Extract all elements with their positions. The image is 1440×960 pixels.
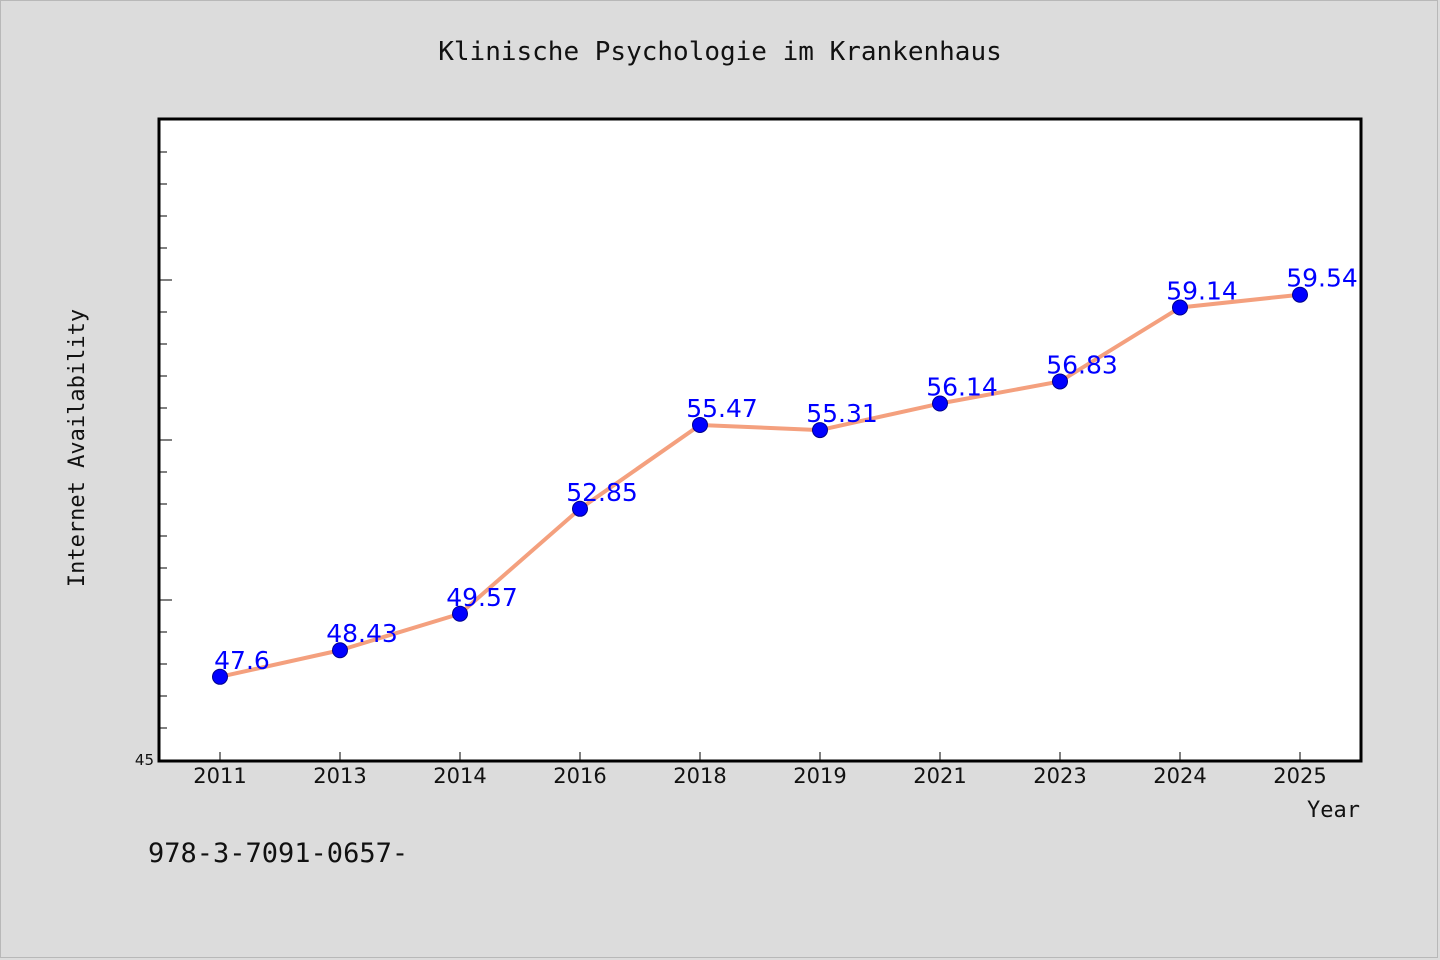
data-point (1052, 373, 1068, 390)
y-axis-ticks (159, 151, 172, 729)
x-axis-tick-labels: 2011 2013 2014 2016 2018 2019 2021 2023 2024 2025 (193, 764, 1326, 788)
data-point (452, 605, 468, 622)
series-line (218, 292, 1302, 679)
x-tick-label: 2011 (193, 764, 246, 788)
data-point (812, 422, 828, 439)
plot-area (157, 117, 1363, 763)
x-tick-label: 2021 (913, 764, 966, 788)
data-point (212, 668, 228, 685)
isbn-text: 978-3-7091-0657- (148, 838, 408, 869)
data-point (932, 395, 948, 412)
x-tick-label: 2018 (673, 764, 726, 788)
data-point (572, 500, 588, 517)
y-axis-tick-labels: 45 (135, 751, 154, 769)
x-tick-label: 2016 (553, 764, 606, 788)
data-point (332, 642, 348, 659)
data-point (1292, 286, 1308, 303)
data-point (1172, 299, 1188, 316)
x-tick-label: 2013 (313, 764, 366, 788)
x-axis-ticks (219, 752, 1301, 761)
y-axis-label: Internet Availability (65, 309, 90, 587)
chart-title: Klinische Psychologie im Krankenhaus (438, 37, 1002, 67)
x-tick-label: 2024 (1153, 764, 1206, 788)
x-tick-label: 2014 (433, 764, 486, 788)
x-axis-label: Year (1307, 798, 1360, 823)
data-point (692, 416, 708, 433)
y-tick-label: 45 (135, 751, 154, 769)
x-tick-label: 2023 (1033, 764, 1086, 788)
x-tick-label: 2025 (1273, 764, 1326, 788)
x-tick-label: 2019 (793, 764, 846, 788)
